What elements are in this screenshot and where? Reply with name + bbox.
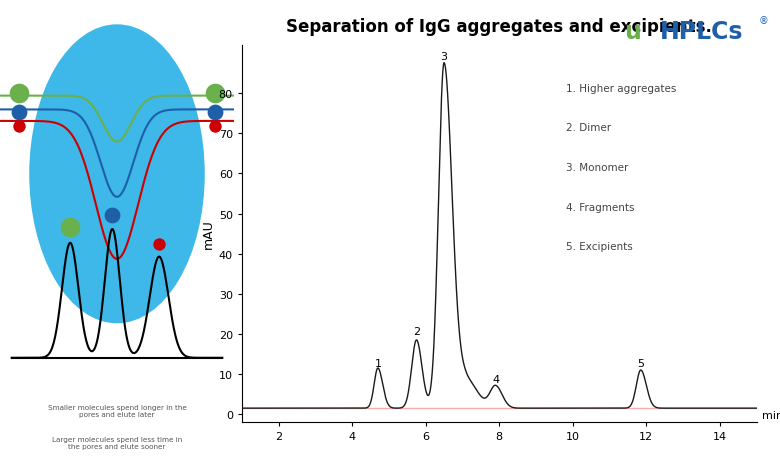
Text: 5. Excipients: 5. Excipients <box>566 241 633 252</box>
Point <box>209 90 222 98</box>
Text: 4. Fragments: 4. Fragments <box>566 202 635 212</box>
Text: u: u <box>624 20 641 44</box>
Ellipse shape <box>30 25 204 324</box>
Point <box>12 123 25 130</box>
Text: ®: ® <box>759 16 768 26</box>
Text: HPLCs: HPLCs <box>660 20 743 44</box>
Text: Smaller molecules spend longer in the
pores and elute later: Smaller molecules spend longer in the po… <box>48 404 186 417</box>
Text: 1. Higher aggregates: 1. Higher aggregates <box>566 84 676 94</box>
Text: 4: 4 <box>492 374 499 384</box>
Point <box>209 109 222 116</box>
Point <box>106 212 119 219</box>
Text: 3. Monomer: 3. Monomer <box>566 162 629 173</box>
Text: 5: 5 <box>637 358 644 368</box>
Text: 2: 2 <box>413 326 420 336</box>
Point <box>64 224 76 231</box>
Point <box>12 90 25 98</box>
Title: Separation of IgG aggregates and excipients.: Separation of IgG aggregates and excipie… <box>286 18 712 36</box>
Text: 3: 3 <box>441 52 448 62</box>
Text: min: min <box>762 410 780 420</box>
Point <box>153 241 165 248</box>
Y-axis label: mAU: mAU <box>201 219 215 249</box>
Point <box>12 109 25 116</box>
Text: 2. Dimer: 2. Dimer <box>566 123 612 133</box>
Point <box>209 123 222 130</box>
Text: Larger molecules spend less time in
the pores and elute sooner: Larger molecules spend less time in the … <box>52 437 182 449</box>
Text: 1: 1 <box>374 358 381 368</box>
